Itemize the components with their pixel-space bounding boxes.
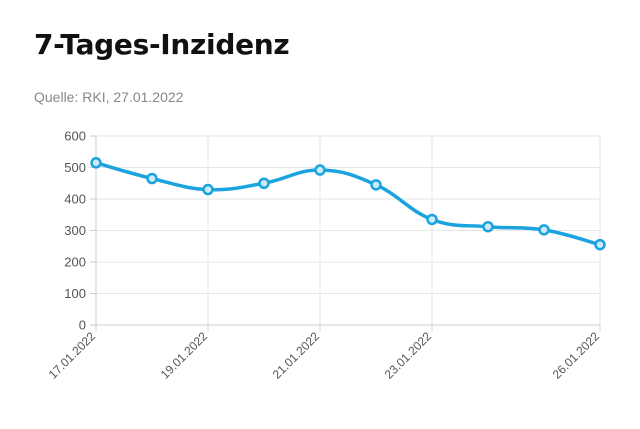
y-tick-label: 0 [79, 318, 86, 333]
x-tick-label: 19.01.2022 [158, 329, 211, 382]
x-tick-label: 21.01.2022 [270, 329, 323, 382]
chart-source: Quelle: RKI, 27.01.2022 [34, 89, 184, 105]
data-points [90, 157, 606, 251]
y-axis-labels: 0 100 200 300 400 500 600 [64, 129, 86, 333]
y-tick-label: 400 [64, 192, 86, 207]
x-tick-label: 17.01.2022 [46, 329, 99, 382]
series-line [94, 161, 602, 247]
x-tick-label: 26.01.2022 [550, 329, 603, 382]
x-tick-label: 23.01.2022 [382, 329, 435, 382]
data-point [594, 238, 606, 251]
x-axis-labels: 17.01.2022 19.01.2022 21.01.2022 23.01.2022… [46, 329, 603, 382]
data-point [202, 183, 214, 196]
data-point [370, 179, 382, 191]
chart-grid [95, 135, 601, 326]
data-point [482, 220, 494, 233]
chart-axes [90, 135, 601, 331]
data-point [538, 224, 550, 236]
data-point [426, 213, 438, 226]
y-tick-label: 200 [64, 255, 86, 270]
y-tick-label: 600 [64, 129, 86, 144]
y-tick-label: 100 [64, 286, 86, 301]
data-point [90, 157, 102, 169]
y-tick-label: 300 [64, 223, 86, 238]
chart-title: 7-Tages-Inzidenz [34, 28, 290, 61]
data-point [314, 164, 326, 176]
y-tick-label: 500 [64, 160, 86, 175]
data-point [258, 177, 270, 189]
data-point [146, 172, 158, 185]
